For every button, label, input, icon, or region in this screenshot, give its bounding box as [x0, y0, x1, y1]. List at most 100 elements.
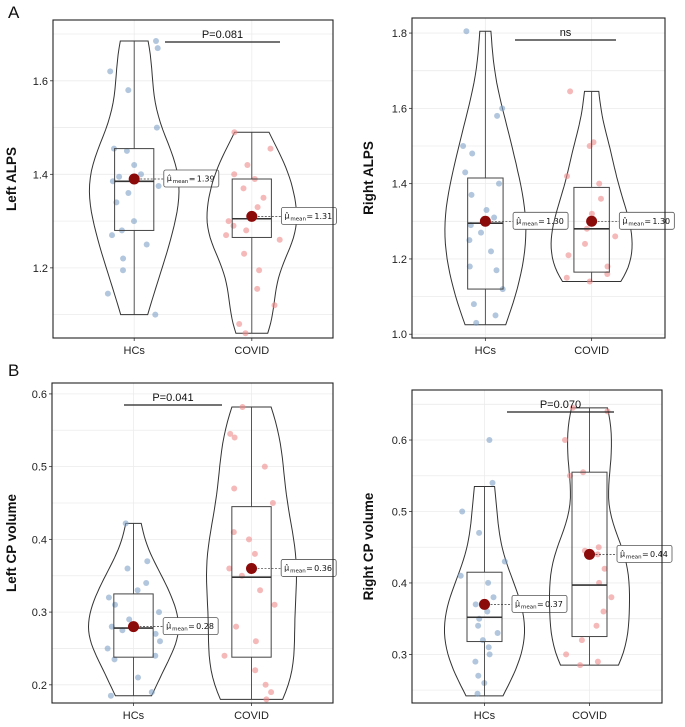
data-point — [236, 321, 243, 327]
y-tick-label: 0.5 — [32, 462, 47, 474]
data-point — [608, 594, 615, 601]
data-point — [135, 674, 141, 681]
mean-marker — [479, 215, 491, 227]
y-tick-label: 0.4 — [32, 534, 47, 546]
data-point — [243, 227, 250, 234]
data-point — [138, 171, 144, 178]
data-point — [111, 656, 118, 663]
y-axis-label: Right ALPS — [361, 141, 376, 215]
y-axis-label: Left ALPS — [4, 147, 19, 211]
data-point — [598, 195, 604, 202]
data-point — [134, 587, 141, 594]
y-tick-label: 0.3 — [392, 649, 407, 661]
y-tick-label: 1.8 — [392, 28, 407, 40]
mean-label-box — [163, 169, 220, 188]
x-tick-label: HCs — [123, 710, 145, 722]
data-point — [578, 637, 585, 644]
data-point — [485, 579, 492, 586]
data-point — [499, 105, 506, 112]
data-point — [601, 565, 608, 572]
data-point — [563, 274, 570, 281]
panel-label-a: A — [8, 3, 20, 22]
data-point — [242, 330, 249, 337]
x-tick-label: COVID — [234, 710, 269, 722]
p-value-label: P=0.081 — [202, 29, 243, 41]
data-point — [241, 250, 248, 257]
data-point — [564, 173, 570, 180]
data-point — [223, 232, 230, 239]
mean-label-sub: mean — [521, 604, 537, 610]
mean-label-eq: = — [188, 622, 195, 631]
y-tick-label: 1.6 — [33, 76, 48, 88]
y-tick-label: 0.2 — [32, 680, 47, 692]
data-point — [562, 437, 568, 443]
mean-label-sub: mean — [522, 221, 538, 227]
data-point — [600, 608, 607, 615]
data-point — [486, 651, 493, 658]
data-point — [490, 594, 497, 601]
mean-label-mu: μ̂ — [620, 548, 625, 558]
mean-label-value: 1.31 — [314, 212, 332, 221]
data-point — [593, 622, 600, 629]
data-point — [479, 637, 486, 644]
data-point — [268, 689, 275, 696]
mean-label-mu: μ̂ — [622, 215, 627, 225]
data-point — [153, 38, 159, 44]
data-point — [594, 551, 601, 558]
y-tick-label: 0.3 — [32, 607, 47, 619]
mean-marker — [479, 598, 490, 610]
y-tick-label: 1.0 — [392, 329, 407, 341]
data-point — [478, 229, 484, 236]
data-point — [131, 162, 138, 168]
data-point — [231, 171, 238, 178]
data-point — [596, 180, 603, 187]
mean-label-sub: mean — [172, 627, 188, 633]
data-point — [226, 565, 233, 572]
mean-label-eq: = — [537, 600, 544, 609]
y-tick-label: 0.6 — [32, 389, 47, 401]
y-tick-label: 1.4 — [392, 179, 407, 191]
mean-marker — [128, 173, 140, 185]
data-point — [485, 644, 492, 651]
violin-covid — [205, 406, 298, 700]
data-point — [152, 630, 159, 637]
data-point — [120, 267, 126, 274]
data-point — [263, 696, 270, 703]
data-point — [567, 88, 574, 95]
violin-hcs — [444, 486, 525, 697]
data-point — [104, 645, 111, 652]
data-point — [271, 601, 278, 608]
mean-label-box — [162, 617, 219, 636]
data-point — [474, 690, 481, 697]
data-point — [569, 404, 576, 411]
data-point — [131, 218, 137, 225]
mean-marker — [246, 210, 258, 222]
mean-label-value: 0.28 — [196, 622, 214, 631]
data-point — [254, 285, 261, 292]
data-point — [111, 145, 117, 152]
data-point — [104, 290, 111, 297]
mean-marker — [246, 562, 258, 574]
data-point — [156, 609, 162, 616]
data-point — [109, 232, 115, 239]
mean-label-eq: = — [306, 212, 313, 221]
data-point — [244, 162, 251, 168]
mean-label-eq: = — [538, 217, 545, 226]
mean-label-mu: μ̂ — [166, 621, 171, 631]
data-point — [488, 248, 494, 255]
mean-label-value: 0.37 — [545, 600, 563, 609]
mean-label-mu: μ̂ — [284, 562, 289, 572]
data-point — [125, 87, 132, 94]
data-point — [153, 124, 160, 131]
data-point — [472, 601, 479, 608]
data-point — [501, 558, 508, 565]
data-point — [221, 652, 228, 659]
data-point — [157, 638, 163, 645]
y-tick-label: 0.5 — [392, 506, 407, 518]
data-point — [473, 319, 480, 326]
mean-label-mu: μ̂ — [516, 215, 521, 225]
mean-label-eq: = — [642, 550, 649, 559]
